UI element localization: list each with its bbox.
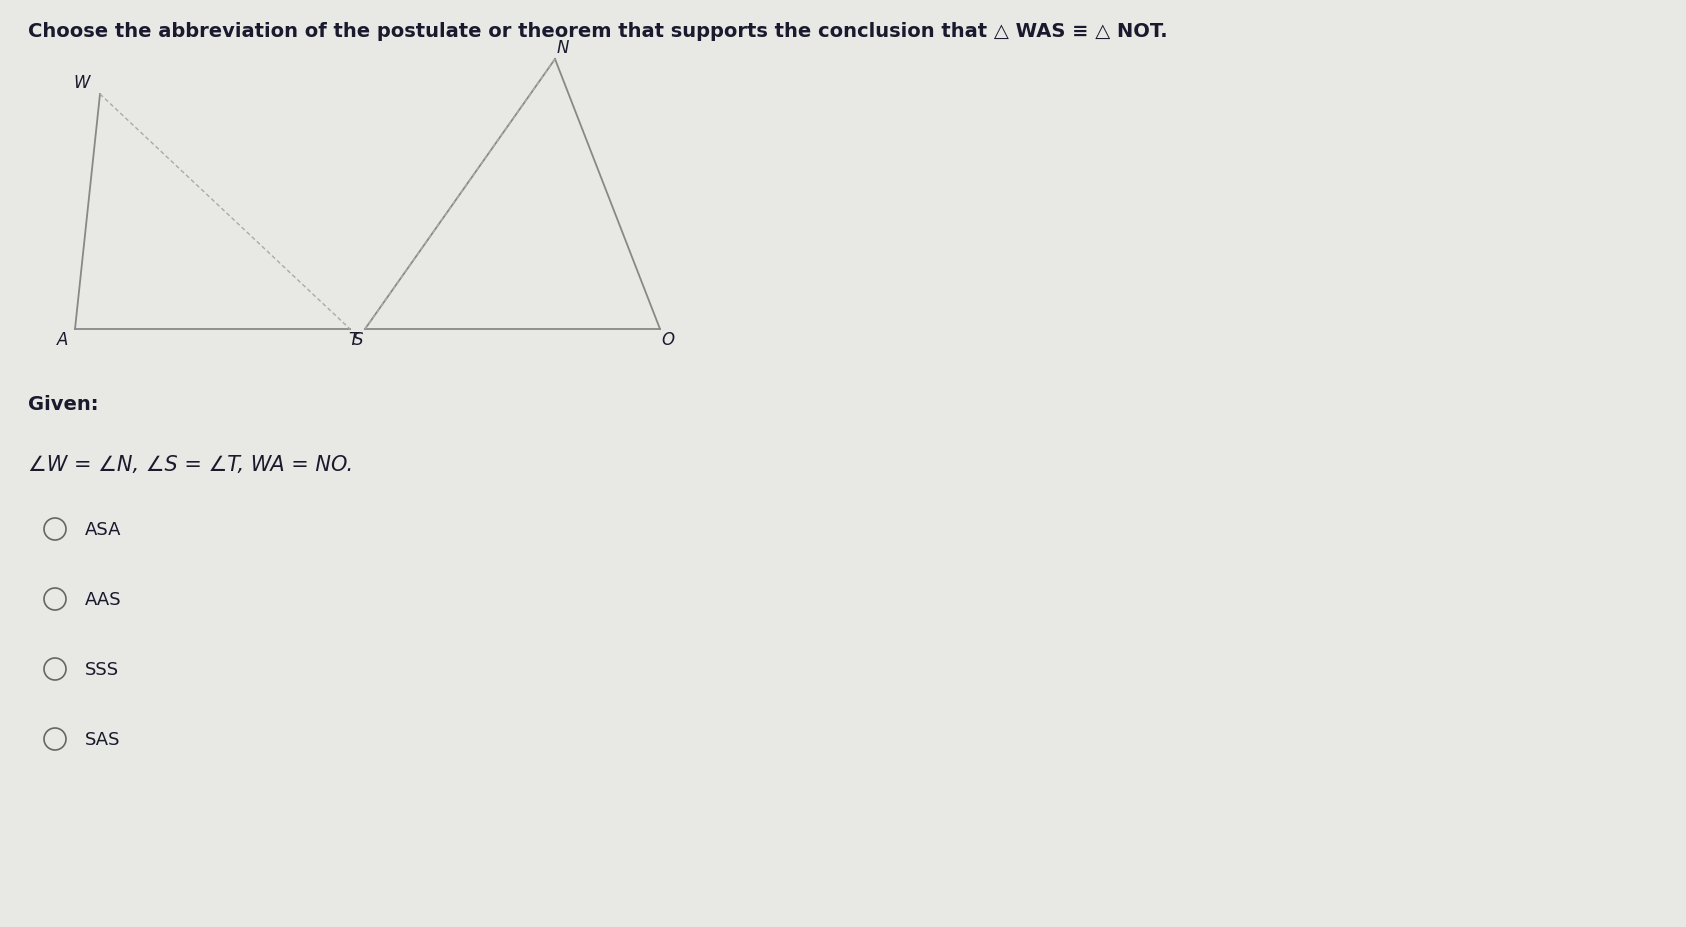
Text: W: W <box>74 74 91 92</box>
Text: ∠W = ∠N, ∠S = ∠T, WA = NO.: ∠W = ∠N, ∠S = ∠T, WA = NO. <box>29 454 352 475</box>
Text: S: S <box>352 331 362 349</box>
Text: O: O <box>661 331 674 349</box>
Text: SSS: SSS <box>84 660 120 679</box>
Text: AAS: AAS <box>84 590 121 608</box>
Text: Choose the abbreviation of the postulate or theorem that supports the conclusion: Choose the abbreviation of the postulate… <box>29 22 1168 41</box>
Text: N: N <box>556 39 570 57</box>
Text: Given:: Given: <box>29 395 98 413</box>
Text: ASA: ASA <box>84 520 121 539</box>
Text: T: T <box>347 331 357 349</box>
Text: A: A <box>57 331 69 349</box>
Text: SAS: SAS <box>84 730 120 748</box>
